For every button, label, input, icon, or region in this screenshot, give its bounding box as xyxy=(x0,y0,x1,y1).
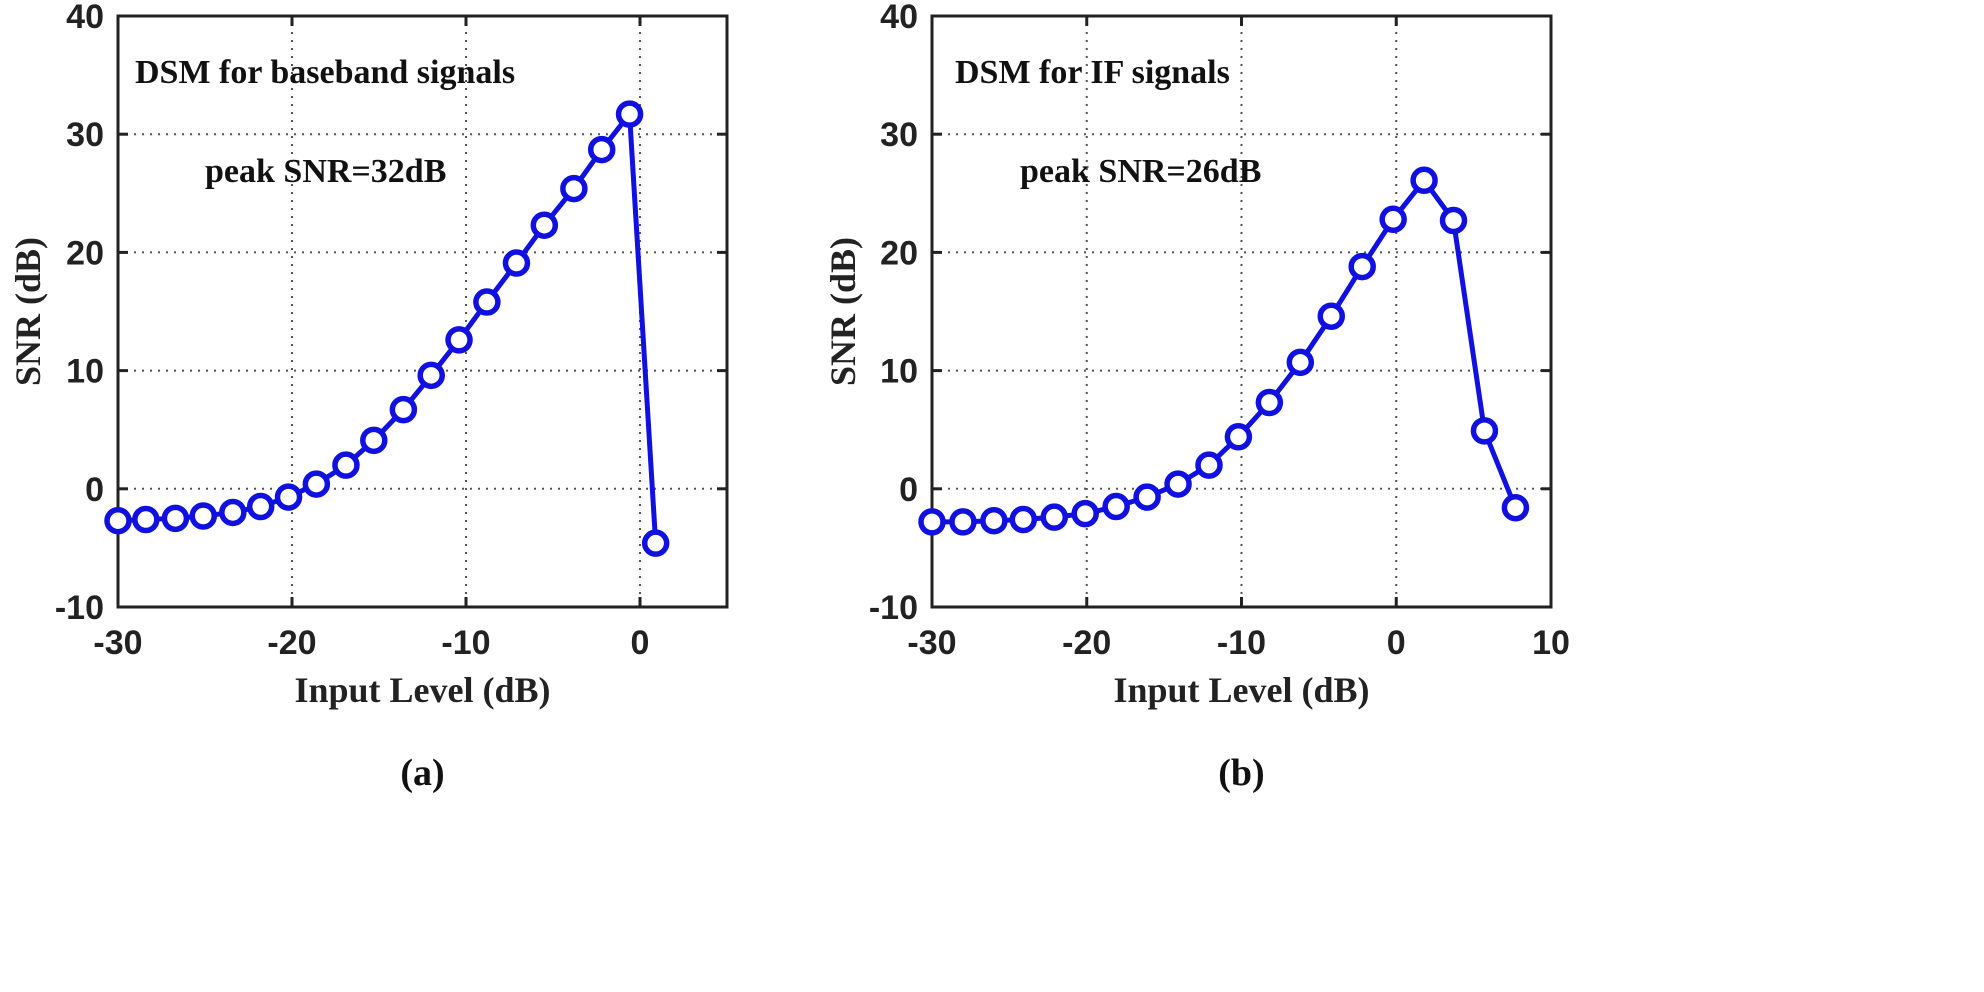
x-axis-label: Input Level (dB) xyxy=(294,670,550,710)
y-axis-label: SNR (dB) xyxy=(823,237,863,386)
data-point-marker xyxy=(1255,388,1284,417)
data-point-marker xyxy=(615,100,644,128)
x-tick-label: -10 xyxy=(1217,624,1266,662)
data-point-marker xyxy=(502,249,531,277)
data-point-marker xyxy=(417,361,445,390)
y-tick-label: 40 xyxy=(66,0,104,36)
chart-annotation-title: DSM for IF signals xyxy=(955,54,1230,91)
y-tick-label: 20 xyxy=(880,234,918,272)
chart-annotation-title: DSM for baseband signals xyxy=(135,54,515,91)
y-tick-label: 40 xyxy=(880,0,918,36)
data-point-marker xyxy=(246,492,275,521)
x-tick-label: -20 xyxy=(267,624,316,662)
plot-frame xyxy=(116,14,729,609)
data-point-marker xyxy=(949,508,977,536)
data-point-marker xyxy=(587,135,616,164)
data-point-marker xyxy=(1410,166,1438,195)
data-point-marker xyxy=(274,483,303,511)
data-point-marker xyxy=(360,426,388,455)
y-tick-label: 30 xyxy=(880,116,918,154)
data-point-marker xyxy=(641,529,670,557)
x-axis-label: Input Level (dB) xyxy=(1113,670,1369,710)
y-tick-label: 30 xyxy=(66,116,104,154)
data-point-marker xyxy=(302,470,331,498)
data-point-marker xyxy=(1195,451,1223,479)
data-point-marker xyxy=(445,326,473,354)
chart-panel-a: -30 -20 -10 0 -10 0 10 20 30 40 Input Level (dB) SN… xyxy=(8,0,729,794)
data-point-marker xyxy=(132,505,160,534)
y-tick-label: -10 xyxy=(869,589,918,627)
data-point-marker xyxy=(918,508,946,536)
data-point-marker xyxy=(1501,493,1530,522)
series-line xyxy=(932,177,1518,525)
y-tick-label: 0 xyxy=(899,471,918,509)
data-point-marker xyxy=(161,504,190,533)
x-tick-label: -20 xyxy=(1062,624,1111,662)
chart-annotation-peak: peak SNR=26dB xyxy=(1020,153,1261,190)
data-point-marker xyxy=(104,506,132,535)
data-point-marker xyxy=(530,211,559,239)
data-point-marker xyxy=(473,288,501,316)
y-axis-label: SNR (dB) xyxy=(8,237,48,386)
data-point-marker xyxy=(1071,499,1099,528)
x-tick-label: -10 xyxy=(441,624,490,662)
data-point-marker xyxy=(560,174,588,203)
panel-caption: (a) xyxy=(400,752,444,794)
chart-panel-b: -30 -20 -10 0 10 -10 0 10 20 30 40 Input Level (dB)… xyxy=(823,0,1570,794)
data-point-marker xyxy=(1470,417,1499,445)
data-point-marker xyxy=(1348,252,1376,281)
x-tick-label: 0 xyxy=(631,624,650,662)
x-tick-label: 10 xyxy=(1532,624,1570,662)
x-tick-label: 0 xyxy=(1387,624,1406,662)
data-point-marker xyxy=(1379,205,1407,234)
data-point-marker xyxy=(1040,503,1069,531)
data-point-marker xyxy=(389,395,418,424)
y-tick-label: 0 xyxy=(85,471,104,509)
data-point-marker xyxy=(980,506,1008,535)
y-tick-label: 10 xyxy=(880,353,918,391)
data-point-marker xyxy=(1009,505,1038,534)
data-point-marker xyxy=(189,502,218,530)
x-tick-label: -30 xyxy=(93,624,142,662)
chart-annotation-peak: peak SNR=32dB xyxy=(205,153,446,190)
x-tick-label: -30 xyxy=(907,624,956,662)
data-point-marker xyxy=(1439,206,1468,235)
y-tick-label: -10 xyxy=(55,589,104,627)
data-point-marker xyxy=(1317,302,1346,330)
panel-caption: (b) xyxy=(1218,752,1264,794)
data-point-marker xyxy=(1286,348,1315,377)
y-tick-label: 10 xyxy=(66,353,104,391)
data-point-marker xyxy=(332,451,360,479)
y-tick-label: 20 xyxy=(66,234,104,272)
data-point-marker xyxy=(1102,492,1130,521)
data-point-marker xyxy=(1164,470,1192,498)
data-point-marker xyxy=(1224,423,1253,451)
data-point-marker xyxy=(1133,483,1161,511)
data-point-marker xyxy=(219,498,247,527)
